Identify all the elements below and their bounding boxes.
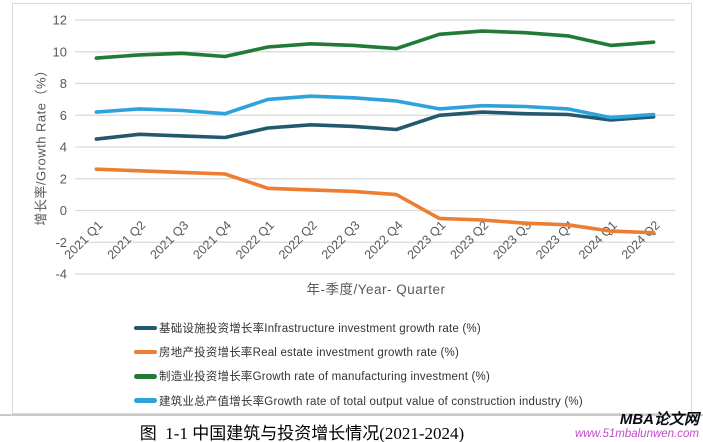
legend-marker-manufacturing (134, 374, 157, 379)
y-tick-label: 12 (53, 13, 67, 28)
series-line-manufacturing (94, 29, 656, 60)
x-tick-label: 2021 Q4 (190, 218, 234, 262)
x-tick-label: 2024 Q2 (619, 218, 663, 262)
y-tick-label: 0 (60, 203, 67, 218)
legend-marker-infrastructure (134, 325, 157, 331)
series-line-construction-output (94, 94, 656, 120)
legend-marker-real-estate (134, 349, 157, 355)
watermark-site-name: MBA论文网 (619, 411, 699, 428)
legend-item-manufacturing: 制造业投资增长率Growth rate of manufacturing inv… (134, 367, 583, 385)
legend-item-real-estate: 房地产投资增长率Real estate investment growth ra… (134, 343, 583, 361)
horizontal-rule (0, 414, 703, 416)
y-axis-title: 增长率/Growth Rate（%） (33, 63, 49, 226)
x-tick-label: 2021 Q3 (147, 218, 191, 262)
figure-caption: 图 1-1 中国建筑与投资增长情况(2021-2024) (139, 424, 465, 442)
x-tick-label: 2022 Q1 (233, 218, 277, 262)
watermark: MBA论文网 www.51mbalunwen.com (575, 412, 699, 440)
x-tick-label: 2022 Q4 (362, 218, 406, 262)
x-tick-label: 2024 Q1 (576, 218, 620, 262)
y-tick-label: -4 (55, 267, 67, 282)
line-chart-plot: 12 10 8 6 4 2 0 -2 -4 2021 Q1 2021 Q2 2021 Q3 2021 Q… (53, 13, 675, 282)
y-tick-label: -2 (55, 235, 67, 250)
x-axis-title: 年-季度/Year- Quarter (306, 282, 446, 297)
legend-label-construction-output: 建筑业总产值增长率Growth rate of total output val… (159, 395, 583, 408)
chart-legend: 基础设施投资增长率Infrastructure investment growt… (134, 319, 583, 416)
x-tick-label: 2022 Q2 (276, 218, 320, 262)
x-tick-label: 2023 Q1 (405, 218, 449, 262)
legend-marker-construction-output (134, 398, 157, 403)
chart-area: 12 10 8 6 4 2 0 -2 -4 2021 Q1 2021 Q2 2021 Q3 2021 Q… (12, 3, 692, 414)
legend-item-infrastructure: 基础设施投资增长率Infrastructure investment growt… (134, 319, 583, 337)
x-tick-label: 2021 Q1 (62, 218, 106, 262)
legend-item-construction-output: 建筑业总产值增长率Growth rate of total output val… (134, 392, 583, 410)
x-tick-label: 2022 Q3 (319, 218, 363, 262)
series-line-real-estate (94, 167, 656, 235)
watermark-site-url: www.51mbalunwen.com (574, 427, 699, 440)
y-tick-label: 10 (53, 44, 67, 59)
legend-label-real-estate: 房地产投资增长率Real estate investment growth ra… (159, 347, 459, 360)
y-tick-label: 2 (60, 171, 67, 186)
x-tick-label: 2023 Q2 (447, 218, 491, 262)
y-tick-label: 4 (60, 140, 67, 155)
y-tick-label: 6 (60, 108, 67, 123)
legend-label-manufacturing: 制造业投资增长率Growth rate of manufacturing inv… (159, 371, 491, 384)
legend-label-infrastructure: 基础设施投资增长率Infrastructure investment growt… (159, 323, 481, 335)
y-tick-label: 8 (60, 76, 67, 91)
x-tick-label: 2021 Q2 (105, 218, 149, 262)
series-line-infrastructure (94, 110, 656, 141)
